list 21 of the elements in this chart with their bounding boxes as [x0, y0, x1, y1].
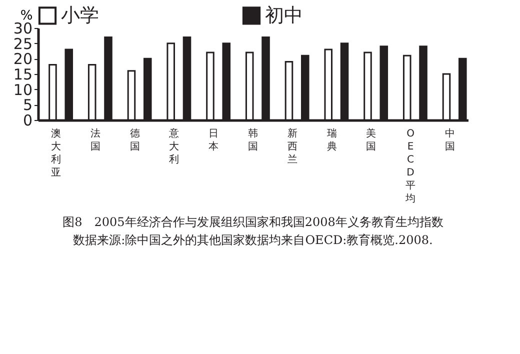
x-tick-label: 美国: [366, 128, 376, 152]
y-tick-label: 20: [13, 50, 32, 68]
legend-label: 小学: [61, 4, 99, 27]
x-tick-label: 德国: [130, 128, 140, 152]
y-tick-label: 10: [13, 80, 32, 99]
x-tick-label: 澳大利亚: [51, 128, 62, 178]
x-tick-label: 中国: [444, 128, 455, 152]
x-tick-label: 瑞典: [326, 128, 337, 152]
x-tick-label: OECD平均: [404, 128, 416, 204]
x-tick-label: 意大利: [168, 128, 180, 166]
source-note: 数据来源:除中国之外的其他国家数据均来自OECD:教育概览.2008.: [73, 233, 433, 247]
x-tick-label: 日本: [208, 128, 219, 152]
x-tick-label: 韩国: [248, 128, 258, 152]
x-tick-label: 新西兰: [287, 128, 298, 166]
y-tick-label: 25: [13, 34, 32, 53]
y-tick-label: 15: [13, 66, 32, 84]
legend-label: 初中: [265, 4, 303, 27]
x-tick-label: 法国: [90, 128, 100, 152]
text: 图8 2005年经济合作与发展组织国家和我国2008年义务教育生均指数: [62, 215, 444, 229]
y-tick-label: 5: [22, 96, 32, 114]
y-tick-label: 0: [22, 112, 32, 130]
